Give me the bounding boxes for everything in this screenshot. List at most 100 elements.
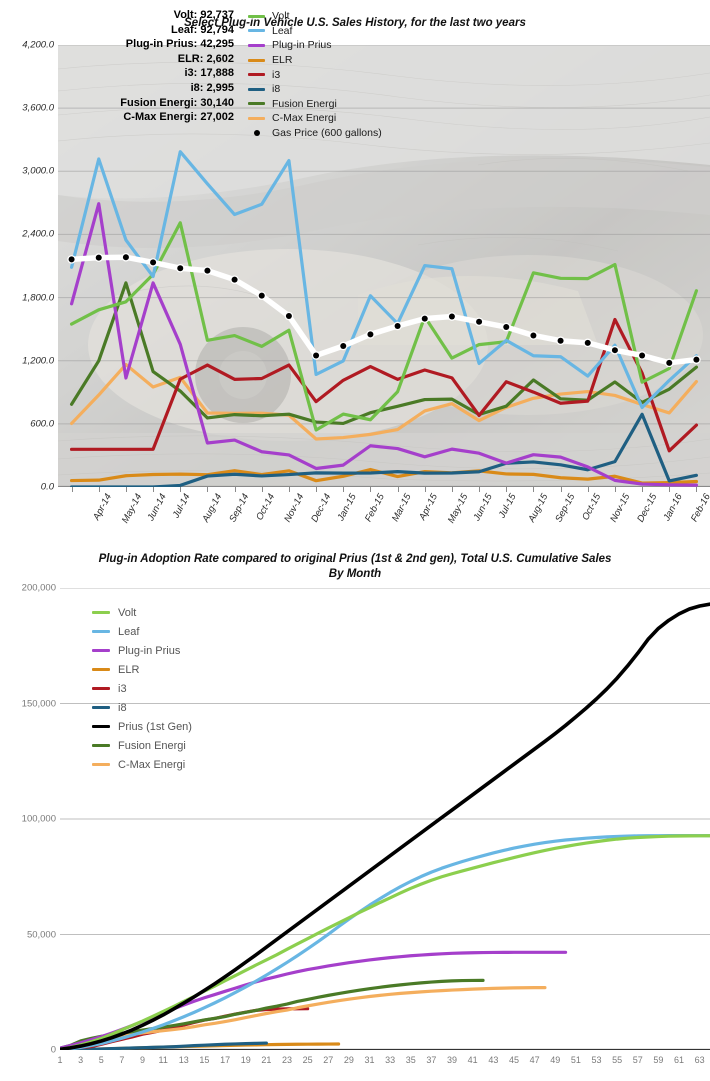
legend-line-icon xyxy=(248,43,265,47)
chart2-legend-item[interactable]: i8 xyxy=(92,698,192,717)
chart1-x-tick: Aug-14 xyxy=(200,492,225,525)
chart2-x-tick: 61 xyxy=(674,1055,685,1065)
chart1-x-tickmark xyxy=(153,487,155,492)
chart1-legend-item[interactable]: Leaf xyxy=(248,24,382,39)
chart2-x-tick: 27 xyxy=(323,1055,334,1065)
chart2-legend-item[interactable]: ELR xyxy=(92,660,192,679)
chart1-legend-item[interactable]: Gas Price (600 gallons) xyxy=(248,126,382,141)
legend-line-icon xyxy=(92,629,110,634)
chart1-x-tickmark xyxy=(669,487,671,492)
chart2-legend-item[interactable]: Prius (1st Gen) xyxy=(92,717,192,736)
chart1-x-tick: Sep-15 xyxy=(553,492,578,525)
chart1-total-row: Leaf: 92,794 xyxy=(171,23,234,36)
legend-line-icon xyxy=(248,116,265,120)
chart2-x-tick: 5 xyxy=(98,1055,104,1065)
chart1-total-row: Volt: 92,737 xyxy=(173,9,234,21)
chart1-x-tick: Apr-15 xyxy=(416,492,440,523)
chart1-x-tickmark xyxy=(642,487,644,492)
legend-line-icon xyxy=(248,73,265,77)
chart2-legend-item[interactable]: Leaf xyxy=(92,622,192,641)
chart1-y-tick: 0.0 xyxy=(40,481,54,493)
chart1-x-tickmark xyxy=(343,487,345,492)
chart2-y-axis: 0 50,000 100,000 150,000 200,000 xyxy=(0,583,56,1056)
chart1-x-tick: Mar-15 xyxy=(390,492,415,524)
chart1-legend-item[interactable]: Plug-in Prius xyxy=(248,38,382,53)
legend-line-icon xyxy=(248,14,265,18)
chart1-y-tick: 600.0 xyxy=(30,418,54,430)
chart1-x-tickmark xyxy=(125,487,127,492)
chart2-x-tick: 47 xyxy=(529,1055,540,1065)
chart1-x-tick: Oct-15 xyxy=(579,492,603,523)
chart1-x-tickmark xyxy=(71,487,73,492)
chart2-x-tick: 35 xyxy=(405,1055,416,1065)
chart2-legend-item[interactable]: Plug-in Prius xyxy=(92,641,192,660)
chart2-x-tick: 25 xyxy=(302,1055,313,1065)
chart1-legend-item[interactable]: Volt xyxy=(248,9,382,24)
chart1-legend-item[interactable]: Fusion Energi xyxy=(248,97,382,112)
chart1-x-tick: Nov-15 xyxy=(607,492,633,525)
chart2-y-tick: 150,000 xyxy=(21,698,56,709)
chart1-legend-label: Plug-in Prius xyxy=(272,39,332,52)
chart2-x-tick: 55 xyxy=(612,1055,623,1065)
monthly-sales-chart: Select Plug-in Vehicle U.S. Sales Histor… xyxy=(0,0,710,540)
chart2-x-tick: 19 xyxy=(240,1055,251,1065)
chart1-y-tick: 2,400.0 xyxy=(22,228,54,240)
chart1-x-tickmark xyxy=(424,487,426,492)
chart2-legend-label: i3 xyxy=(118,682,127,695)
chart1-x-tick: Jul-15 xyxy=(496,492,519,521)
chart2-x-tick: 63 xyxy=(694,1055,705,1065)
chart1-totals: Volt: 92,737 Leaf: 92,794 Plug-in Prius: 4… xyxy=(8,8,234,125)
legend-line-icon xyxy=(92,724,110,729)
chart1-legend-item[interactable]: i8 xyxy=(248,82,382,97)
chart2-legend-item[interactable]: Fusion Energi xyxy=(92,736,192,755)
legend-line-icon xyxy=(92,686,110,691)
chart1-total-row: C-Max Energi: 27,002 xyxy=(123,111,234,124)
chart2-legend-label: C-Max Energi xyxy=(118,758,186,771)
chart1-x-tick: May-14 xyxy=(119,492,145,526)
chart2-legend-item[interactable]: Volt xyxy=(92,603,192,622)
chart2-y-tick: 50,000 xyxy=(26,929,56,940)
chart1-x-tick: Apr-14 xyxy=(90,492,114,523)
legend-line-icon xyxy=(248,102,265,106)
legend-line-icon xyxy=(92,610,110,615)
chart1-x-tickmark xyxy=(479,487,481,492)
chart1-x-tickmark xyxy=(261,487,263,492)
chart1-x-tickmark xyxy=(560,487,562,492)
chart2-legend-item[interactable]: i3 xyxy=(92,679,192,698)
chart1-legend-label: Fusion Energi xyxy=(272,97,337,110)
chart2-legend-label: i8 xyxy=(118,701,127,714)
chart2-x-tick: 41 xyxy=(467,1055,478,1065)
chart1-x-tickmark xyxy=(451,487,453,492)
chart1-y-tick: 1,200.0 xyxy=(22,355,54,367)
chart2-x-tick: 57 xyxy=(632,1055,643,1065)
chart1-legend-item[interactable]: C-Max Energi xyxy=(248,111,382,126)
chart1-legend-item[interactable]: i3 xyxy=(248,67,382,82)
chart2-x-tick: 37 xyxy=(426,1055,437,1065)
chart2-legend-label: Volt xyxy=(118,606,137,619)
chart2-x-tick: 29 xyxy=(343,1055,354,1065)
chart1-y-tick: 3,600.0 xyxy=(22,102,54,114)
chart1-legend-label: i8 xyxy=(272,83,281,96)
chart1-total-row: i3: 17,888 xyxy=(184,67,234,80)
chart1-x-tick: Feb-16 xyxy=(689,492,710,524)
chart1-x-tickmark xyxy=(316,487,318,492)
chart2-legend-item[interactable]: C-Max Energi xyxy=(92,755,192,774)
chart2-x-tick: 9 xyxy=(140,1055,146,1065)
chart2-x-tick: 33 xyxy=(385,1055,396,1065)
chart2-y-tick: 100,000 xyxy=(21,813,56,825)
chart1-legend-label: C-Max Energi xyxy=(272,112,337,125)
chart1-x-tickmark xyxy=(370,487,372,492)
chart1-legend-label: Volt xyxy=(272,10,290,23)
chart1-x-tickmark xyxy=(180,487,182,492)
chart1-x-tick: Dec-14 xyxy=(309,492,334,525)
chart1-x-tickmark xyxy=(506,487,508,492)
legend-line-icon xyxy=(248,58,265,62)
chart1-x-tick: Oct-14 xyxy=(253,492,277,523)
chart2-legend-label: Leaf xyxy=(118,625,140,638)
chart2-legend-label: Plug-in Prius xyxy=(118,644,181,657)
chart1-legend-item[interactable]: ELR xyxy=(248,53,382,68)
chart1-x-tick: Jan-16 xyxy=(661,492,685,523)
chart2-plot-area xyxy=(60,588,710,1050)
legend-line-icon xyxy=(92,667,110,672)
chart1-x-tickmark xyxy=(288,487,290,492)
